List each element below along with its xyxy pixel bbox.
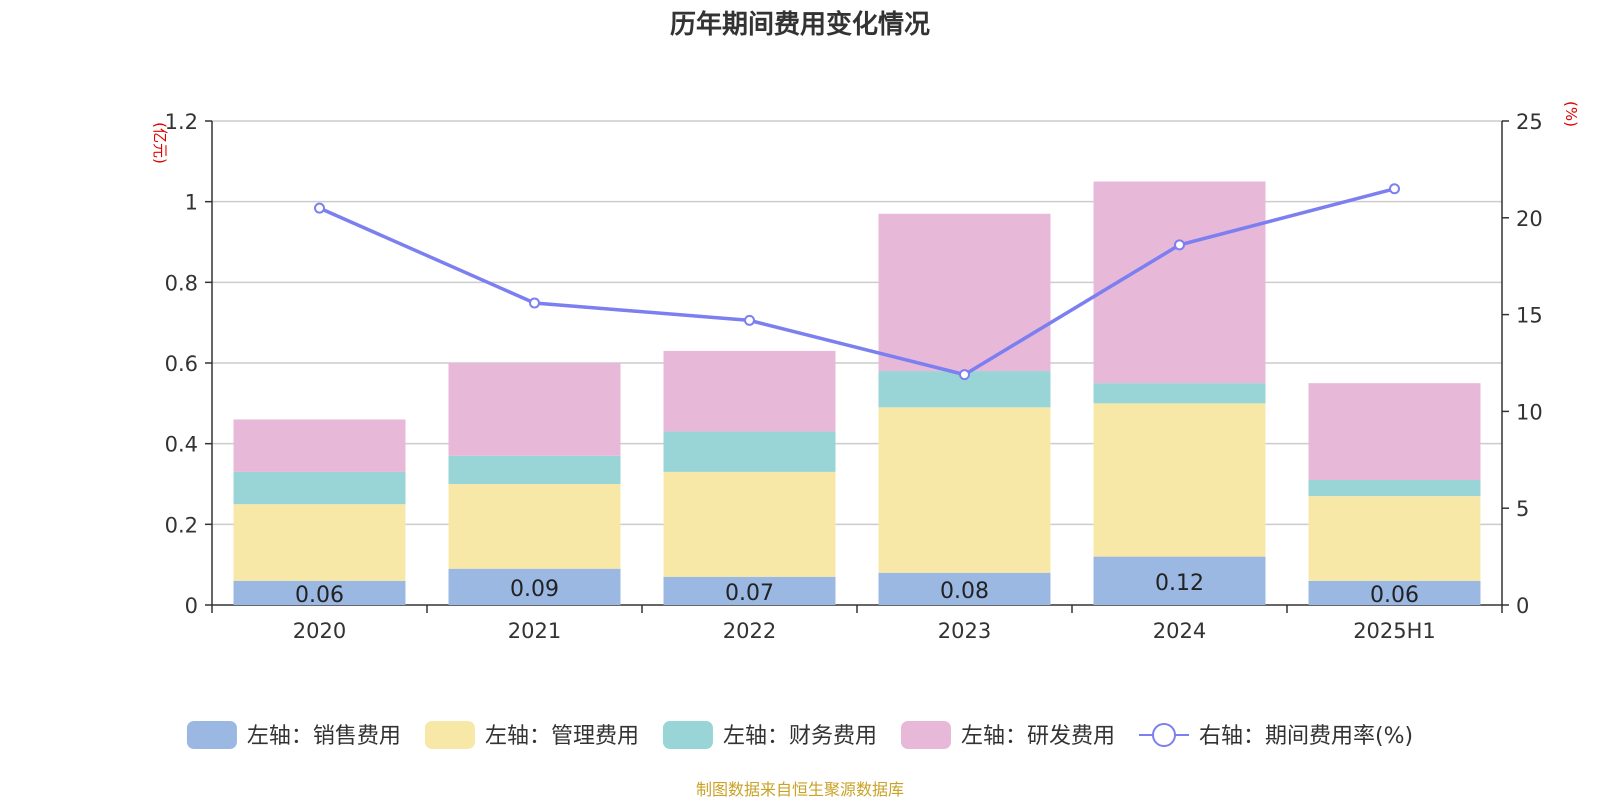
rate-point bbox=[529, 297, 540, 309]
right-axis-tick-label: 5 bbox=[1516, 497, 1529, 521]
left-axis-tick-label: 0 bbox=[185, 594, 198, 618]
rate-line bbox=[318, 187, 1395, 377]
bar-segment bbox=[878, 213, 1051, 372]
bar-segment bbox=[233, 471, 406, 505]
x-axis-tick-label: 2020 bbox=[293, 619, 346, 643]
right-axis-unit: (%) bbox=[1562, 101, 1580, 127]
x-axis-tick-label: 2021 bbox=[508, 619, 561, 643]
chart-title: 历年期间费用变化情况 bbox=[669, 10, 930, 40]
bar-segment bbox=[448, 568, 621, 605]
bar-segment bbox=[233, 419, 406, 472]
bar-data-label: 0.09 bbox=[510, 577, 559, 602]
bar-segment bbox=[448, 363, 621, 456]
bar-segment bbox=[1093, 181, 1266, 384]
bar-segment bbox=[233, 580, 406, 605]
left-axis-tick-label: 0.8 bbox=[165, 271, 198, 295]
rate-point bbox=[1174, 239, 1185, 251]
bar-segment bbox=[448, 484, 621, 569]
data-source-note: 制图数据来自恒生聚源数据库 bbox=[695, 780, 904, 799]
bar-segment bbox=[1093, 383, 1266, 404]
bar-segment bbox=[1308, 383, 1481, 480]
legend-swatch bbox=[662, 721, 713, 749]
bar-segment bbox=[1308, 580, 1481, 605]
right-axis-tick-label: 0 bbox=[1516, 594, 1529, 618]
left-axis-tick-label: 1.2 bbox=[165, 110, 198, 134]
legend-line-marker bbox=[1151, 723, 1176, 747]
right-axis-tick-label: 25 bbox=[1516, 110, 1543, 134]
bar-data-label: 0.06 bbox=[295, 583, 344, 608]
rate-point bbox=[1389, 183, 1400, 195]
right-axis-tick-label: 20 bbox=[1516, 207, 1543, 231]
bar-segment bbox=[878, 407, 1051, 573]
x-axis-tick-label: 2024 bbox=[1153, 619, 1206, 643]
right-axis-tick-label: 15 bbox=[1516, 304, 1543, 328]
bar-data-label: 0.12 bbox=[1155, 571, 1204, 596]
legend-swatch bbox=[424, 721, 475, 749]
bar-segment bbox=[1093, 556, 1266, 605]
left-axis-tick-label: 0.6 bbox=[165, 352, 198, 376]
bar-data-label: 0.08 bbox=[940, 579, 989, 604]
bar-segment bbox=[448, 455, 621, 484]
legend-label: 左轴：研发费用 bbox=[961, 724, 1115, 749]
legend-swatch bbox=[186, 721, 237, 749]
bar-data-label: 0.06 bbox=[1370, 583, 1419, 608]
legend-label: 左轴：财务费用 bbox=[723, 724, 877, 749]
bar-segment bbox=[1093, 403, 1266, 557]
right-axis-tick-label: 10 bbox=[1516, 400, 1543, 424]
bar-segment bbox=[663, 431, 836, 472]
x-axis-tick-label: 2023 bbox=[938, 619, 991, 643]
bar-data-label: 0.07 bbox=[725, 581, 774, 606]
legend-label: 右轴：期间费用率(%) bbox=[1199, 724, 1413, 749]
rate-point bbox=[744, 314, 755, 326]
legend-label: 左轴：管理费用 bbox=[485, 724, 639, 749]
bar-segment bbox=[663, 350, 836, 432]
left-axis-tick-label: 1 bbox=[185, 191, 198, 215]
bar-segment bbox=[1308, 496, 1481, 581]
left-axis-unit: (亿元) bbox=[151, 122, 169, 164]
legend-label: 左轴：销售费用 bbox=[247, 724, 401, 749]
bar-segment bbox=[663, 471, 836, 577]
x-axis-tick-label: 2022 bbox=[723, 619, 776, 643]
rate-point bbox=[959, 369, 970, 381]
bar-segment bbox=[1308, 479, 1481, 497]
bar-segment bbox=[663, 576, 836, 605]
rate-point bbox=[314, 202, 325, 214]
left-axis-tick-label: 0.2 bbox=[165, 513, 198, 537]
bar-segment bbox=[233, 504, 406, 581]
chart-svg: 0 0.2 0.4 0.6 0.8 1 1.2 0 5 10 15 20 25 (亿元) (%) 2020 20… bbox=[151, 101, 1580, 749]
bar-segment bbox=[878, 572, 1051, 605]
x-axis-tick-label: 2025H1 bbox=[1353, 619, 1436, 643]
legend-swatch bbox=[900, 721, 951, 749]
left-axis-tick-label: 0.4 bbox=[165, 433, 198, 457]
